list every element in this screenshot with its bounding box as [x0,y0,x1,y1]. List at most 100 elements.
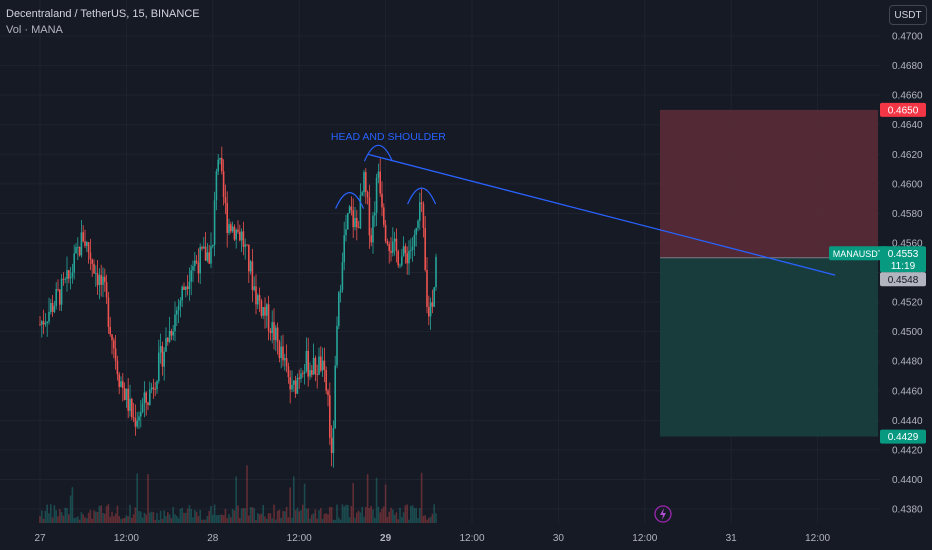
candle-body [433,287,435,307]
candle-body [55,289,57,307]
candle-body [370,235,372,243]
volume-bar [280,517,282,523]
lightning-icon[interactable] [654,505,672,523]
volume-bar [356,512,358,523]
volume-bar [212,514,214,523]
volume-bar [401,517,403,523]
volume-bar [422,515,425,523]
currency-button[interactable]: USDT [889,5,927,25]
volume-bar [91,518,93,523]
volume-bar [332,519,335,523]
candle-body [68,270,70,279]
head-arc[interactable] [363,144,393,162]
candle-body [390,250,392,253]
candle-body [186,286,189,290]
candle-body [357,227,360,229]
candle-body [269,330,272,334]
volume-bar [87,512,90,523]
candle-body [327,390,329,396]
candle-body [161,346,164,367]
price-axis[interactable]: 0.4700 0.4680 0.4660 0.4640 0.4620 0.4600 0.45… [892,32,923,516]
volume-bar [51,517,54,523]
volume-bar [194,509,196,523]
volume-bar [170,518,173,523]
volume-bar [104,513,106,523]
volume-bar [284,511,286,523]
candle-body [323,360,326,370]
candle-body [42,321,45,325]
time-axis[interactable]: 27 12:00 28 12:00 29 12:00 30 12:00 31 12:00 [34,533,830,544]
volume-bar [208,510,210,523]
pattern-annotation[interactable]: HEAD AND SHOULDER [331,131,446,143]
volume-bar [302,504,304,523]
candle-body [152,387,155,390]
candle-body [249,261,252,272]
volume-bar [341,504,344,523]
volume-bar [57,516,59,523]
candle-body [338,292,340,326]
candle-body [347,213,349,230]
volume-bar [116,505,119,523]
candle-body [109,326,111,335]
volume-bar [143,512,146,523]
volume-bar [392,509,394,523]
volume-bar [316,518,318,523]
volume-bar [271,518,273,523]
volume-bar [118,515,120,523]
price-tick-label: 0.4580 [892,209,923,220]
candle-body [113,340,115,349]
take-profit-zone[interactable] [660,257,878,437]
volume-bar [120,519,122,523]
time-tick-label: 27 [34,533,46,544]
candle-body [354,218,356,228]
candle-body [375,177,378,213]
candle-body [384,224,387,241]
volume-bar [312,513,315,523]
volume-bar [168,514,171,523]
candle-body [334,365,336,428]
candle-body [280,346,282,359]
shoulder-arc[interactable] [407,187,437,205]
candle-body [237,229,239,232]
shoulder-arc[interactable] [335,192,365,209]
volume-bar [428,517,430,523]
volume-bar [82,514,84,523]
volume-bar [388,511,390,523]
volume-bar [197,516,200,523]
volume-bar [307,508,309,523]
candle-body [141,403,144,413]
volume-bar [420,472,423,523]
candle-body [138,416,140,421]
volume-bar [222,515,225,523]
volume-bar [199,509,201,523]
volume-bar [375,477,378,523]
candle-body [233,226,236,240]
candle-body [163,351,165,367]
volume-bar [343,506,345,523]
candle-body [402,246,405,257]
candle-body [271,322,273,334]
trendline[interactable] [367,153,836,276]
candle-body [303,371,306,374]
candle-body [224,197,227,204]
volume-bar [109,516,111,523]
volume-indicator-label[interactable]: Vol · MANA [6,24,63,36]
price-tick-label: 0.4640 [892,120,923,131]
candle-body [190,270,192,282]
volume-bar [411,505,414,523]
volume-bar [395,512,398,523]
candle-body [408,250,410,264]
volume-bar [276,510,279,523]
stop-loss-zone[interactable] [660,109,878,258]
volume-bar [345,504,347,523]
candle-body [309,370,311,377]
candle-body [278,341,281,359]
candle-body [410,250,412,252]
price-tick-label: 0.4680 [892,61,923,72]
candle-body [217,159,219,172]
volume-bar [60,512,63,523]
volume-bar [95,511,97,523]
volume-bar [370,505,372,523]
price-tick-label: 0.4660 [892,91,923,102]
